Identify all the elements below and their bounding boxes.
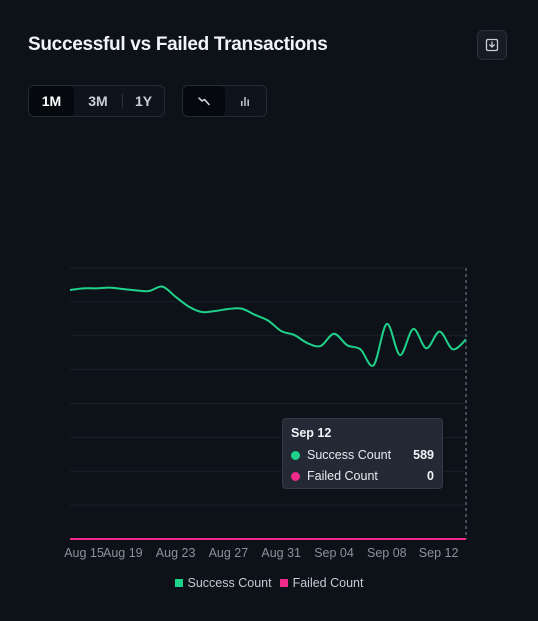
chart-tooltip: Sep 12 Success Count 589 Failed Count 0: [282, 418, 443, 489]
tooltip-failed-value: 0: [427, 469, 434, 483]
line-chart-icon: [198, 97, 210, 106]
x-tick-label: Aug 23: [156, 546, 196, 560]
success-dot-icon: [291, 450, 300, 460]
bar-chart-icon: [241, 97, 250, 106]
line-chart-button[interactable]: [183, 86, 225, 116]
x-tick-label: Aug 27: [209, 546, 249, 560]
tooltip-success-label: Success Count: [307, 448, 392, 462]
tooltip-failed-label: Failed Count: [307, 469, 378, 483]
tooltip-success-value: 589: [413, 448, 434, 462]
download-icon: [485, 38, 499, 52]
range-divider: [122, 94, 123, 108]
success-swatch-icon: [174, 579, 183, 587]
tooltip-row-success: Success Count 589: [291, 447, 434, 463]
range-3m-button[interactable]: 3M: [88, 93, 108, 109]
range-1m-button[interactable]: 1M: [29, 86, 74, 116]
chart-title: Successful vs Failed Transactions: [28, 34, 328, 55]
chart-legend: Success Count Failed Count: [0, 576, 538, 590]
failed-dot-icon: [291, 471, 300, 481]
download-button[interactable]: [477, 30, 507, 60]
legend-failed-label: Failed Count: [292, 576, 364, 590]
legend-item-failed[interactable]: Failed Count: [279, 576, 364, 590]
range-1y-button[interactable]: 1Y: [134, 93, 153, 109]
legend-success-label: Success Count: [187, 576, 272, 590]
tooltip-date: Sep 12: [291, 426, 332, 440]
x-tick-label: Sep 08: [367, 546, 407, 560]
failed-swatch-icon: [279, 579, 288, 587]
x-tick-label: Sep 12: [419, 546, 459, 560]
tooltip-row-failed: Failed Count 0: [291, 468, 434, 484]
x-tick-label: Aug 19: [103, 546, 143, 560]
legend-item-success[interactable]: Success Count: [174, 576, 272, 590]
success-count-line: [69, 285, 467, 367]
time-range-selector: 1M 3M 1Y: [28, 85, 165, 117]
x-tick-label: Aug 15: [64, 546, 104, 560]
x-tick-label: Sep 04: [314, 546, 354, 560]
bar-chart-button[interactable]: [225, 86, 267, 116]
chart-type-selector: [182, 85, 267, 117]
x-tick-label: Aug 31: [261, 546, 301, 560]
